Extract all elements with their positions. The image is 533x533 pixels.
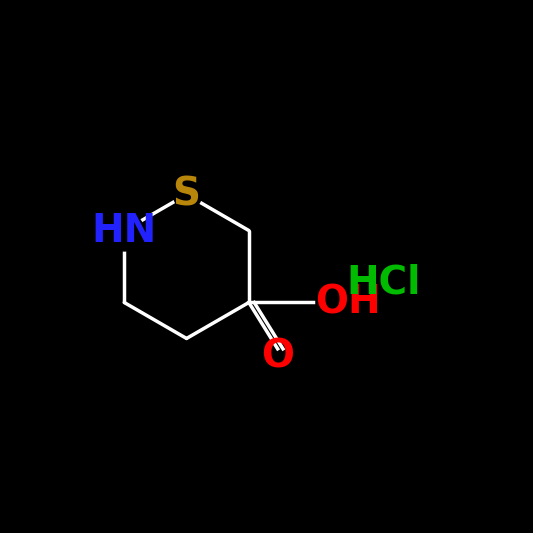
Text: O: O [261,338,294,376]
Text: OH: OH [316,284,381,321]
Text: HCl: HCl [346,263,421,302]
Text: HN: HN [92,212,157,249]
Text: S: S [173,175,200,214]
